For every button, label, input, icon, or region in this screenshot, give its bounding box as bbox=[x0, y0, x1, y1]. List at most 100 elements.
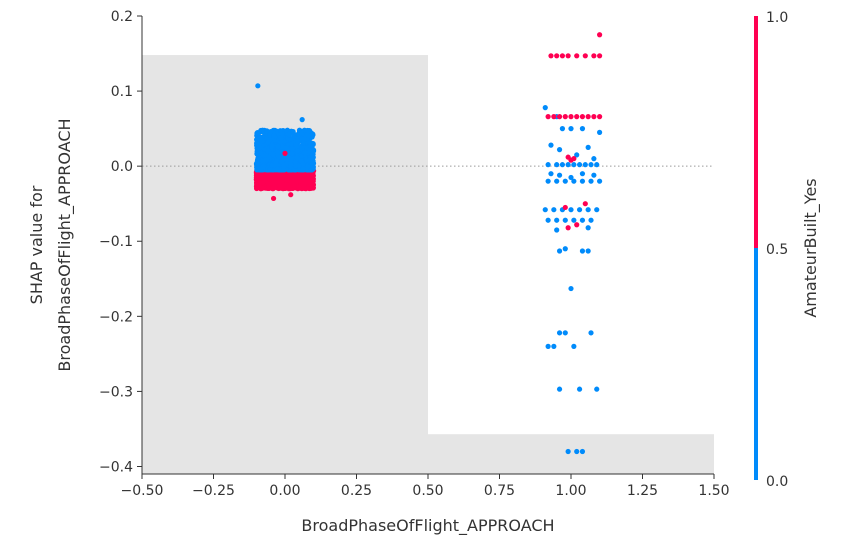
point-blue bbox=[556, 172, 563, 178]
point-blue bbox=[264, 128, 270, 134]
point-red bbox=[556, 114, 563, 120]
point-blue bbox=[554, 162, 560, 168]
point-blue bbox=[283, 161, 289, 167]
point-blue bbox=[559, 126, 566, 132]
point-blue bbox=[571, 178, 577, 184]
point-red bbox=[253, 175, 260, 181]
point-blue bbox=[579, 217, 586, 223]
point-outlier bbox=[299, 117, 305, 123]
point-blue bbox=[259, 127, 266, 133]
point-outlier bbox=[270, 195, 277, 202]
point-blue bbox=[579, 448, 586, 455]
point-red bbox=[545, 114, 551, 120]
point-blue bbox=[254, 129, 261, 136]
point-red bbox=[296, 173, 303, 180]
point-blue bbox=[545, 162, 551, 168]
point-blue bbox=[289, 145, 296, 151]
point-blue bbox=[301, 127, 308, 133]
point-blue bbox=[304, 132, 310, 138]
point-blue bbox=[278, 135, 284, 141]
point-blue bbox=[556, 248, 563, 254]
point-blue bbox=[279, 144, 285, 150]
point-blue bbox=[294, 154, 300, 160]
point-blue bbox=[591, 172, 597, 178]
x-tick-label: 1.00 bbox=[555, 483, 586, 499]
point-blue bbox=[305, 164, 311, 170]
point-red bbox=[597, 32, 603, 38]
point-red bbox=[275, 172, 281, 178]
point-blue bbox=[300, 166, 306, 172]
point-red bbox=[554, 53, 560, 59]
point-outlier bbox=[282, 150, 288, 156]
point-blue bbox=[284, 145, 290, 151]
point-blue bbox=[542, 105, 548, 111]
point-blue bbox=[551, 207, 557, 213]
point-red bbox=[285, 184, 291, 190]
point-blue bbox=[268, 128, 274, 135]
point-red bbox=[574, 114, 580, 120]
point-blue bbox=[298, 158, 304, 164]
point-blue bbox=[582, 162, 588, 168]
point-red bbox=[301, 173, 307, 179]
point-blue bbox=[597, 178, 603, 184]
point-blue bbox=[290, 128, 296, 135]
point-blue bbox=[585, 207, 591, 213]
point-blue bbox=[545, 178, 551, 184]
point-blue bbox=[289, 150, 295, 157]
point-red bbox=[565, 53, 571, 59]
data-points bbox=[253, 32, 603, 455]
point-blue bbox=[556, 386, 563, 392]
point-red bbox=[307, 171, 314, 177]
point-blue bbox=[585, 248, 591, 254]
point-blue bbox=[576, 386, 583, 392]
x-tick-label: 0.25 bbox=[341, 483, 372, 499]
point-blue bbox=[269, 143, 275, 149]
y-tick-label: −0.4 bbox=[99, 459, 133, 475]
point-blue bbox=[273, 160, 279, 166]
point-red bbox=[582, 53, 588, 59]
point-blue bbox=[594, 162, 600, 168]
point-blue bbox=[275, 143, 281, 149]
point-blue bbox=[275, 154, 282, 160]
point-red bbox=[288, 179, 294, 186]
point-blue bbox=[585, 225, 591, 231]
point-red bbox=[579, 114, 586, 120]
point-red bbox=[300, 181, 306, 187]
point-blue bbox=[556, 147, 563, 153]
point-red bbox=[283, 174, 289, 180]
point-blue bbox=[284, 127, 291, 133]
y-tick-label: −0.3 bbox=[99, 384, 133, 400]
point-blue bbox=[565, 162, 571, 168]
colorbar-bar bbox=[754, 16, 758, 480]
point-blue bbox=[286, 131, 292, 138]
point-blue bbox=[591, 156, 597, 162]
point-red bbox=[568, 157, 574, 163]
point-blue bbox=[310, 131, 316, 138]
point-blue bbox=[574, 152, 580, 158]
point-red bbox=[597, 114, 603, 120]
point-blue bbox=[562, 330, 568, 336]
y-axis-label-line-1: SHAP value for bbox=[27, 185, 46, 304]
point-outlier bbox=[255, 83, 261, 89]
point-blue bbox=[551, 343, 557, 349]
point-blue bbox=[554, 178, 560, 184]
point-blue bbox=[267, 137, 273, 143]
point-blue bbox=[542, 207, 548, 213]
point-red bbox=[304, 178, 311, 185]
point-red bbox=[582, 201, 588, 207]
point-blue bbox=[571, 162, 577, 168]
x-tick-label: 0.75 bbox=[484, 483, 515, 499]
point-red bbox=[562, 204, 568, 211]
x-axis-label: BroadPhaseOfFlight_APPROACH bbox=[301, 516, 554, 536]
point-blue bbox=[267, 166, 273, 173]
x-tick-label: −0.25 bbox=[192, 483, 235, 499]
point-blue bbox=[279, 159, 285, 165]
point-red bbox=[574, 53, 580, 59]
point-blue bbox=[588, 330, 594, 336]
point-red bbox=[276, 177, 283, 183]
point-blue bbox=[266, 154, 272, 160]
x-tick-label: −0.50 bbox=[121, 483, 164, 499]
point-blue bbox=[565, 448, 571, 455]
point-blue bbox=[579, 248, 586, 254]
